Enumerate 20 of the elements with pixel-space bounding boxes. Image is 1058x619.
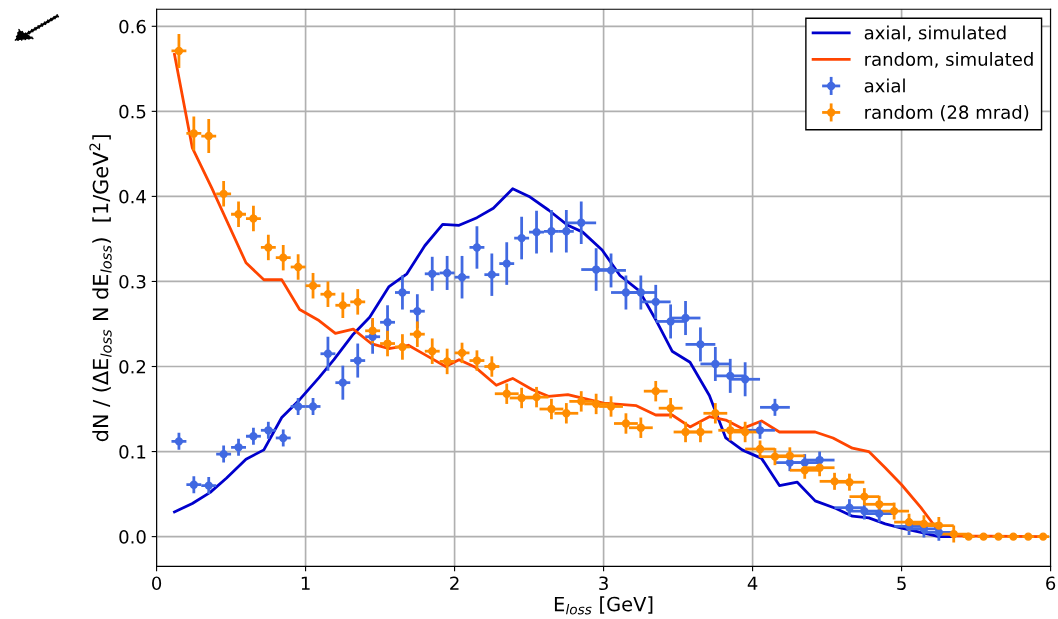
y-tick-label: 0.0 — [119, 530, 146, 544]
x-tick-label: 0 — [152, 576, 162, 591]
y-tick-label: 0.4 — [119, 189, 146, 204]
legend-label: random (28 mrad) — [865, 105, 1029, 122]
y-axis-title: dN / (ΔE$_{loss}$ N dE$_{loss}$) [1/GeV$^{2}$] — [89, 135, 112, 442]
y-tick-label: 0.3 — [119, 274, 146, 289]
x-tick-label: 2 — [450, 576, 459, 590]
x-tick-label: 6 — [1046, 576, 1056, 591]
legend-label: axial — [864, 78, 905, 93]
y-tick-label: 0.1 — [119, 445, 146, 459]
x-tick-label: 5 — [897, 576, 906, 591]
y-tick-label: 0.5 — [119, 104, 146, 119]
y-tick-label: 0.6 — [119, 19, 146, 34]
x-tick-label: 3 — [599, 576, 608, 591]
x-axis-title: E$_{loss}$ [GeV] — [554, 596, 653, 615]
y-tick-label: 0.2 — [119, 359, 146, 374]
legend-label: random, simulated — [865, 52, 1033, 68]
x-tick-label: 1 — [301, 576, 310, 590]
legend-label: axial, simulated — [864, 25, 1006, 42]
x-tick-label: 4 — [747, 576, 758, 590]
